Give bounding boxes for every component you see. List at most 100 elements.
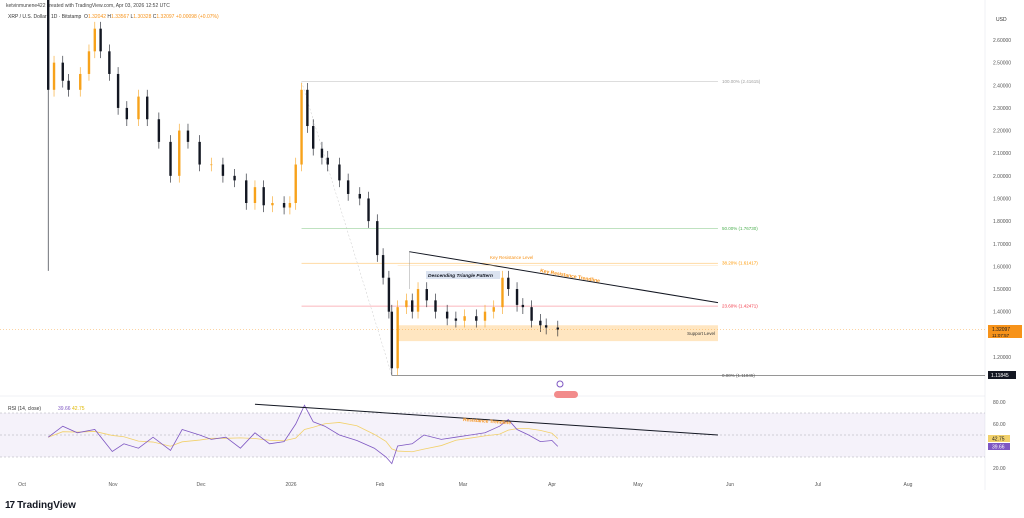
candle-body <box>556 327 560 330</box>
candle-body <box>463 316 466 321</box>
fib-level-label: 100.00% (2.41615) <box>722 79 761 84</box>
open-value: 1.32042 <box>87 14 107 20</box>
time-tick-label: Apr <box>548 482 556 488</box>
candle-body <box>425 289 428 301</box>
candle-body <box>79 73 82 90</box>
time-tick-label: 2026 <box>285 482 296 488</box>
candle-body <box>539 320 542 326</box>
rsi-tick-label: 80.00 <box>993 400 1006 406</box>
candle-body <box>396 307 399 369</box>
candle-body <box>312 126 315 149</box>
rsi-ma-legend-value: 42.75 <box>72 406 85 412</box>
change-value: +0.00098 (+0.07%) <box>175 14 219 20</box>
fib-level-label: 50.00% (1.76730) <box>722 226 758 231</box>
candle-body <box>67 80 70 90</box>
candle-body <box>530 307 533 321</box>
price-tick-label: 1.50000 <box>993 287 1011 293</box>
candle-body <box>210 164 213 166</box>
candle-body <box>288 203 292 208</box>
support-label: Support Level <box>687 331 715 336</box>
price-tick-label: 2.50000 <box>993 61 1011 67</box>
candle-body <box>157 119 161 142</box>
last-price-value: 1.32097 <box>992 327 1010 333</box>
price-tick-label: 1.70000 <box>993 242 1011 248</box>
candle-body <box>271 203 274 206</box>
candle-body <box>116 73 120 108</box>
candle-body <box>178 130 181 176</box>
candle-body <box>416 289 420 312</box>
candle-body <box>501 277 504 308</box>
fib-level-label: 38.20% (1.61417) <box>722 261 758 266</box>
rsi-resistance-trendline <box>254 403 719 436</box>
candles <box>47 0 560 376</box>
chart-credit: ketvinmunene422 created with TradingView… <box>6 3 170 9</box>
low-label: L <box>130 14 134 20</box>
candle-body <box>221 164 225 176</box>
price-tick-label: 1.20000 <box>993 355 1011 361</box>
rsi-ma-badge <box>988 435 1010 442</box>
candle-body <box>376 221 379 256</box>
event-icon <box>556 380 564 388</box>
open-label: O <box>84 14 88 20</box>
candle-body <box>320 148 324 158</box>
candle-body <box>146 96 149 120</box>
time-tick-label: Oct <box>18 482 26 488</box>
fib-level-label: 23.60% (1.42471) <box>722 304 758 309</box>
candle-body <box>367 198 370 222</box>
last-price-badge <box>988 325 1022 338</box>
time-tick-label: Feb <box>376 482 385 488</box>
candle-body <box>507 277 510 290</box>
key-resistance-level-label: Key Resistance Level <box>490 255 533 260</box>
low-value: 1.30328 <box>133 14 152 20</box>
price-tick-label: 1.80000 <box>993 219 1011 225</box>
countdown-value: 11:07:57 <box>992 333 1010 338</box>
triangle-label-bg <box>426 271 500 279</box>
candle-body <box>326 157 329 165</box>
candle-body <box>198 141 201 165</box>
candle-body <box>387 277 391 312</box>
time-tick-label: May <box>633 482 643 488</box>
candle-body <box>445 311 449 319</box>
time-tick-label: Aug <box>904 482 913 488</box>
close-label: C <box>152 14 157 20</box>
rsi-badge <box>988 443 1010 450</box>
candle-body <box>99 28 102 52</box>
rsi-line <box>47 404 559 465</box>
price-tick-label: 2.00000 <box>993 174 1011 180</box>
rsi-trendline-label: Resistance Trendline <box>463 417 512 426</box>
low-price-value: 1.11845 <box>991 373 1009 379</box>
high-value: 1.33567 <box>111 14 130 20</box>
candle-body <box>137 96 140 120</box>
price-tick-label: 2.40000 <box>993 83 1011 89</box>
rsi-title: RSI (14, close) <box>8 406 41 412</box>
rsi-tick-label: 20.00 <box>993 466 1006 472</box>
candle-body <box>282 203 286 208</box>
candle-body <box>483 311 487 321</box>
candle-body <box>108 51 111 74</box>
candle-body <box>358 193 361 199</box>
fib-trend-line <box>301 81 393 376</box>
candle-body <box>544 325 548 328</box>
axis-unit: USD <box>996 17 1007 23</box>
candle-body <box>515 289 519 305</box>
symbol-legend[interactable]: XRP / U.S. Dollar · 1D · Bitstamp O1.320… <box>8 14 219 20</box>
price-tick-label: 2.10000 <box>993 151 1011 157</box>
rsi-tick-label: 60.00 <box>993 422 1006 428</box>
tradingview-logo[interactable]: 17 TradingView <box>5 500 76 511</box>
time-tick-label: Mar <box>459 482 468 488</box>
time-tick-label: Dec <box>197 482 206 488</box>
brand-name: TradingView <box>17 500 76 511</box>
candle-body <box>434 300 437 312</box>
candle-body <box>61 62 64 81</box>
candle-body <box>245 180 248 204</box>
symbol-name: XRP / U.S. Dollar · 1D · Bitstamp <box>8 14 82 20</box>
candle-body <box>411 300 414 312</box>
candle-body <box>346 180 350 194</box>
candle-body <box>52 62 56 90</box>
candle-body <box>253 187 257 204</box>
resistance-trendline <box>409 251 719 304</box>
price-tick-label: 1.60000 <box>993 264 1011 270</box>
triangle-pattern-label: Descending Triangle Pattern <box>428 273 493 279</box>
candle-body <box>87 51 91 74</box>
